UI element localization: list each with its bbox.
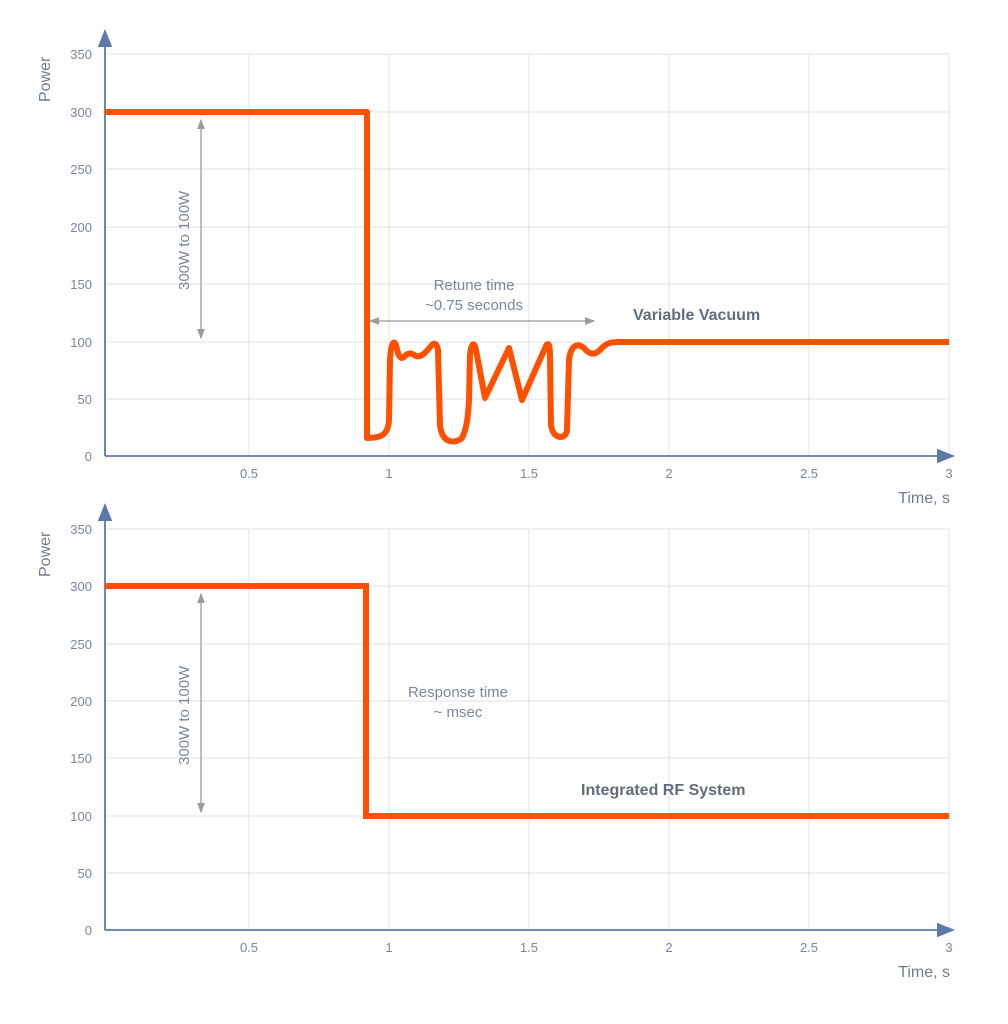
- x-tick: 1.5: [520, 940, 538, 955]
- response-label-line1: Response time: [408, 684, 508, 701]
- x-tick: 0.5: [240, 940, 258, 955]
- retune-label-line1: Retune time: [434, 277, 515, 294]
- top-range-label: 300W to 100W: [176, 190, 193, 290]
- x-tick: 3: [945, 466, 952, 481]
- y-tick: 250: [70, 637, 92, 652]
- variable-vacuum-line: [105, 109, 949, 445]
- y-tick: 350: [70, 522, 92, 537]
- bottom-x-axis-title: Time, s: [898, 964, 950, 981]
- y-tick: 300: [70, 579, 92, 594]
- x-tick: 2: [665, 940, 672, 955]
- y-tick: 50: [78, 866, 92, 881]
- x-tick: 3: [945, 940, 952, 955]
- y-tick: 150: [70, 751, 92, 766]
- y-tick: 250: [70, 162, 92, 177]
- y-tick: 150: [70, 277, 92, 292]
- y-tick: 200: [70, 220, 92, 235]
- x-tick: 1.5: [520, 466, 538, 481]
- top-x-axis-title: Time, s: [898, 490, 950, 507]
- bottom-grid: [105, 528, 950, 930]
- bottom-y-axis-title: Power: [37, 531, 54, 577]
- bottom-chart: 0 50 100 150 200 250 300 350 0.5 1 1.5 2…: [37, 503, 955, 981]
- integrated-rf-label: Integrated RF System: [581, 782, 745, 799]
- retune-label-line2: ~0.75 seconds: [425, 297, 523, 314]
- y-tick: 200: [70, 694, 92, 709]
- x-tick: 2.5: [800, 466, 818, 481]
- y-tick: 0: [85, 449, 92, 464]
- bottom-y-tick-labels: 0 50 100 150 200 250 300 350: [70, 522, 92, 938]
- variable-vacuum-label: Variable Vacuum: [633, 307, 760, 324]
- top-x-tick-labels: 0.5 1 1.5 2 2.5 3: [240, 466, 953, 481]
- top-y-axis-title: Power: [37, 56, 54, 102]
- top-chart: 0 50 100 150 200 250 300 350 0.5 1 1.5 2…: [37, 29, 955, 507]
- response-label-line2: ~ msec: [434, 704, 483, 721]
- y-tick: 50: [78, 392, 92, 407]
- x-tick: 0.5: [240, 466, 258, 481]
- y-tick: 300: [70, 105, 92, 120]
- bottom-x-tick-labels: 0.5 1 1.5 2 2.5 3: [240, 940, 953, 955]
- x-tick: 1: [385, 466, 392, 481]
- y-tick: 350: [70, 47, 92, 62]
- integrated-rf-line: [105, 583, 949, 819]
- y-tick: 0: [85, 923, 92, 938]
- x-tick: 2.5: [800, 940, 818, 955]
- x-tick: 1: [385, 940, 392, 955]
- top-y-tick-labels: 0 50 100 150 200 250 300 350: [70, 47, 92, 464]
- y-tick: 100: [70, 335, 92, 350]
- y-tick: 100: [70, 809, 92, 824]
- bottom-range-label: 300W to 100W: [176, 665, 193, 765]
- x-tick: 2: [665, 466, 672, 481]
